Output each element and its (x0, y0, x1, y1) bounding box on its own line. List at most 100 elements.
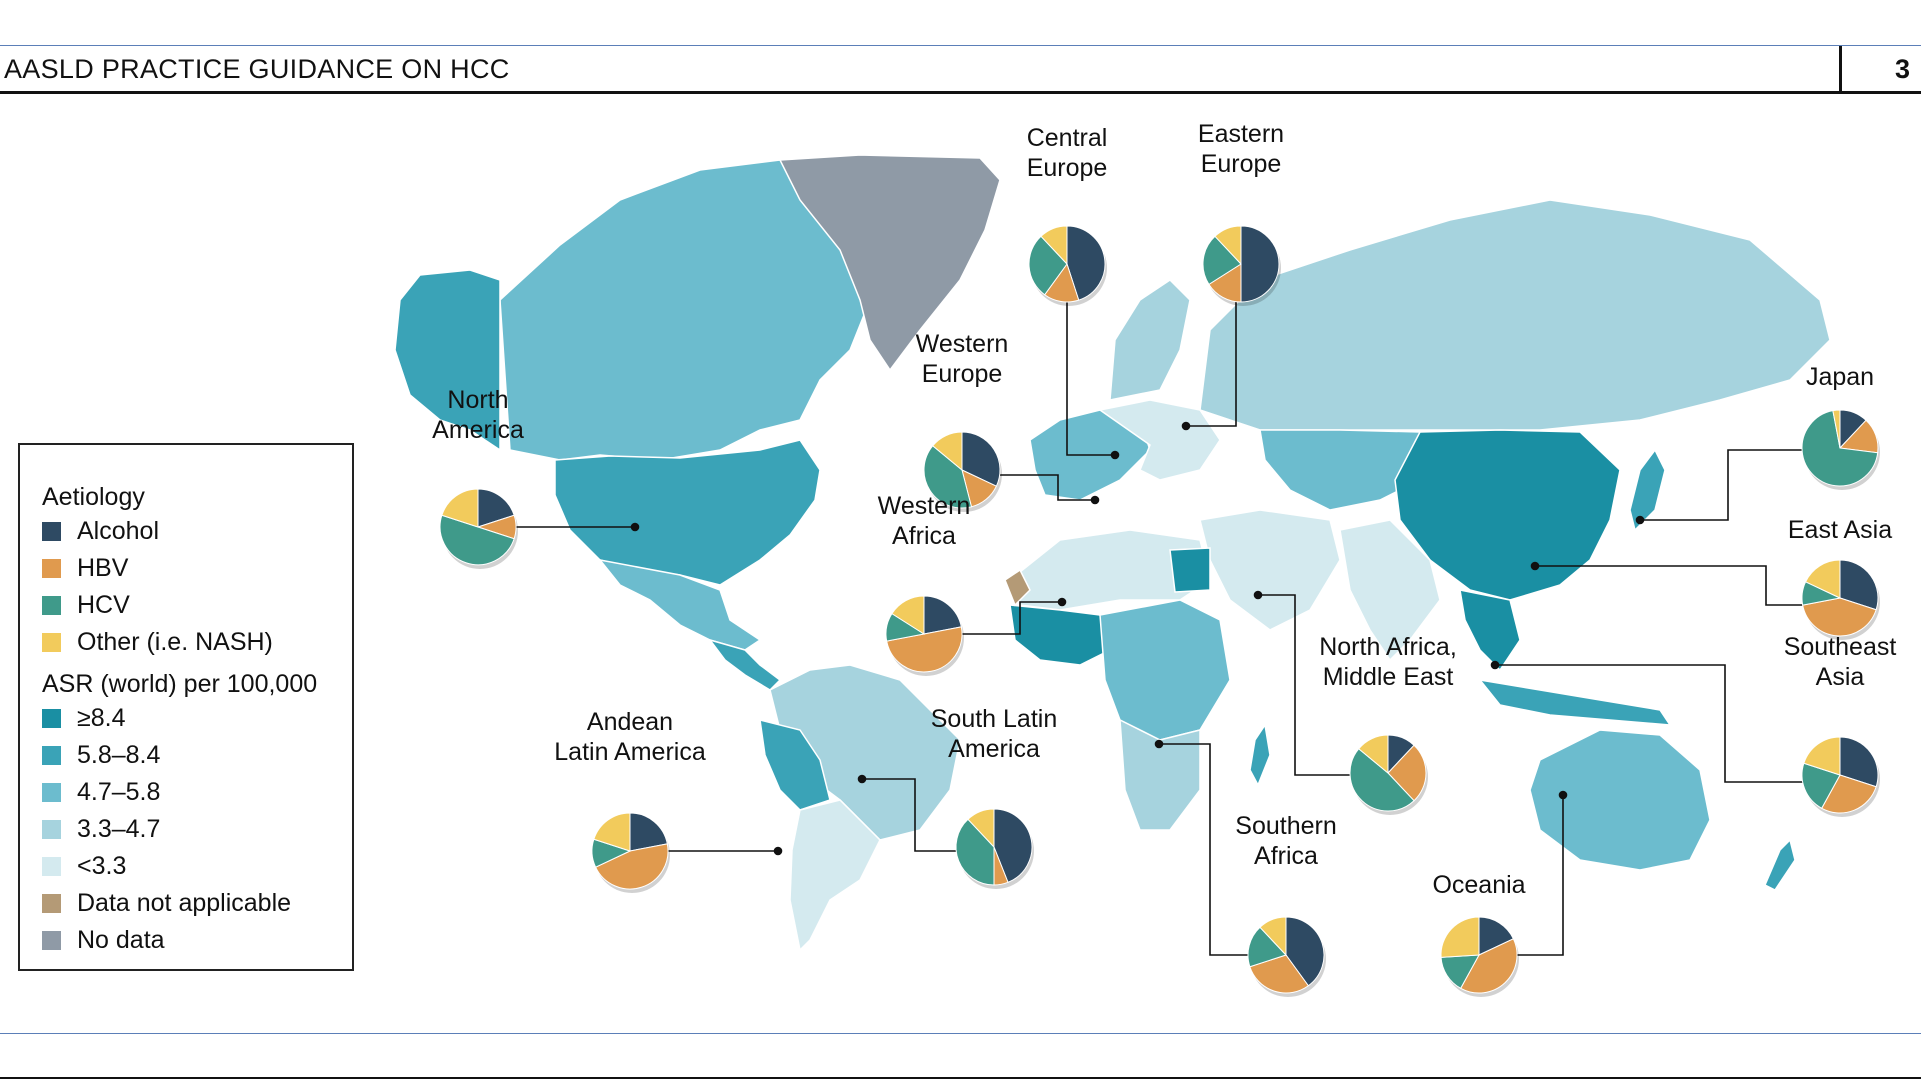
country-australia (1529, 729, 1711, 871)
country-india (1339, 519, 1441, 662)
region-label-north-africa-middle-east: Middle East (1323, 663, 1454, 691)
legend-label: 5.8–8.4 (77, 740, 161, 769)
pie-slice-south-latin-america-alcohol (993, 808, 1033, 883)
region-label-southern-africa: Southern (1235, 812, 1336, 840)
region-label-southern-africa: Africa (1254, 842, 1318, 870)
connector-dot-western-europe (1090, 495, 1100, 505)
region-label-japan: Japan (1806, 363, 1874, 391)
legend-label: No data (77, 925, 165, 954)
region-label-southeast-asia: Asia (1816, 663, 1865, 691)
pie-slice-japan-other (1832, 409, 1841, 449)
pie-slice-north-africa-middle-east-hcv (1349, 748, 1415, 812)
pie-southeast-asia (1801, 736, 1880, 817)
region-label-eastern-europe: Eastern (1198, 120, 1284, 148)
region-label-andean-latin-america: Andean (587, 708, 673, 736)
pie-slice-east-asia-hbv (1802, 597, 1877, 637)
scandinavia (1109, 279, 1191, 401)
legend-label: 3.3–4.7 (77, 814, 161, 843)
pie-slice-oceania-other (1440, 916, 1480, 958)
header-divider (1839, 46, 1842, 93)
header-rule-top (0, 45, 1921, 46)
legend-item-hcv: HCV (42, 590, 130, 620)
country-alaska (394, 269, 501, 452)
pie-oceania (1440, 916, 1519, 997)
connector-south-latin-america (862, 778, 960, 852)
pie-slice-north-america-other (441, 488, 479, 528)
pie-slice-western-europe-hcv (923, 445, 973, 509)
pie-slice-south-latin-america-hcv (955, 818, 995, 886)
pie-slice-north-america-alcohol (477, 488, 515, 528)
swatch-alcohol (42, 521, 61, 541)
connector-dot-andean-latin-america (773, 846, 783, 856)
southeast-asia-mainland (1459, 589, 1521, 672)
legend-item-asr-5-8-8-4: 5.8–8.4 (42, 740, 160, 770)
central-asia (1259, 429, 1421, 511)
legend-label: HCV (77, 590, 130, 619)
country-peru-bolivia (759, 719, 831, 811)
pie-southern-africa (1247, 916, 1326, 997)
region-label-north-africa-middle-east: North Africa, (1319, 633, 1457, 661)
region-label-southeast-asia: Southeast (1784, 633, 1897, 661)
south-america-south (789, 799, 881, 952)
land-masses (394, 154, 1831, 952)
pie-slice-southern-africa-other (1259, 916, 1287, 957)
connector-dot-south-latin-america (857, 774, 867, 784)
callout-connectors (512, 300, 1806, 956)
legend-label: Data not applicable (77, 888, 292, 917)
connector-central-europe (1066, 300, 1115, 456)
connector-dot-east-asia (1530, 561, 1540, 571)
swatch-other (42, 632, 61, 652)
pie-slice-eastern-europe-hcv (1202, 235, 1242, 286)
pie-andean-latin-america (591, 812, 670, 893)
region-label-east-asia: East Asia (1788, 516, 1892, 544)
country-egypt (1169, 547, 1211, 593)
swatch-hcv (42, 595, 61, 615)
connector-western-africa (958, 601, 1062, 635)
swatch-asr-ge-8-4 (42, 708, 61, 728)
connector-southern-africa (1159, 743, 1252, 956)
pie-slice-oceania-alcohol (1478, 916, 1515, 956)
legend-item-asr-4-7-5-8: 4.7–5.8 (42, 777, 160, 807)
pie-western-africa (885, 595, 964, 676)
swatch-asr-3-3-4-7 (42, 819, 61, 839)
pie-japan (1801, 409, 1880, 490)
country-madagascar (1249, 723, 1271, 787)
footer-rule (0, 1033, 1921, 1034)
legend-item-hbv: HBV (42, 553, 128, 583)
region-label-oceania: Oceania (1432, 871, 1525, 899)
pie-slice-east-asia-other (1804, 559, 1841, 599)
connector-dot-oceania (1558, 790, 1568, 800)
legend-item-no-data: No data (42, 925, 165, 955)
legend-asr-heading: ASR (world) per 100,000 (42, 670, 318, 698)
legend-label: Other (i.e. NASH) (77, 627, 273, 656)
swatch-no-data (42, 930, 61, 950)
page-number: 3 (1895, 54, 1911, 84)
connector-dot-central-europe (1110, 450, 1120, 460)
region-label-western-europe: Western (916, 330, 1009, 358)
pie-slice-eastern-europe-other (1214, 225, 1242, 266)
pie-slice-north-america-hcv (439, 514, 515, 566)
pie-slice-oceania-hbv (1460, 938, 1518, 994)
pie-slice-western-europe-other (932, 431, 963, 472)
swatch-asr-4-7-5-8 (42, 782, 61, 802)
pie-slice-andean-latin-america-other (593, 812, 631, 852)
pie-central-europe (1028, 225, 1107, 306)
region-label-eastern-europe: Europe (1201, 150, 1282, 178)
legend-box: Aetiology Alcohol HBV HCV Other (i.e. NA… (18, 443, 354, 971)
legend-item-alcohol: Alcohol (42, 516, 159, 546)
country-morocco-western-sahara (1004, 568, 1031, 607)
country-usa (554, 439, 821, 586)
connector-dot-southern-africa (1154, 739, 1164, 749)
connector-japan (1640, 449, 1806, 521)
connector-western-europe (996, 474, 1095, 501)
legend-label: <3.3 (77, 851, 127, 880)
region-label-south-latin-america: America (948, 735, 1040, 763)
connector-north-africa-middle-east (1258, 594, 1354, 776)
southern-africa-region (1119, 718, 1201, 831)
pie-slice-japan-hcv (1801, 410, 1879, 487)
running-title: AASLD PRACTICE GUIDANCE ON HCC (4, 54, 510, 84)
pie-eastern-europe (1202, 225, 1281, 306)
region-label-central-europe: Europe (1027, 154, 1108, 182)
connector-southeast-asia (1495, 664, 1806, 783)
footer-rule-bottom (0, 1077, 1921, 1079)
